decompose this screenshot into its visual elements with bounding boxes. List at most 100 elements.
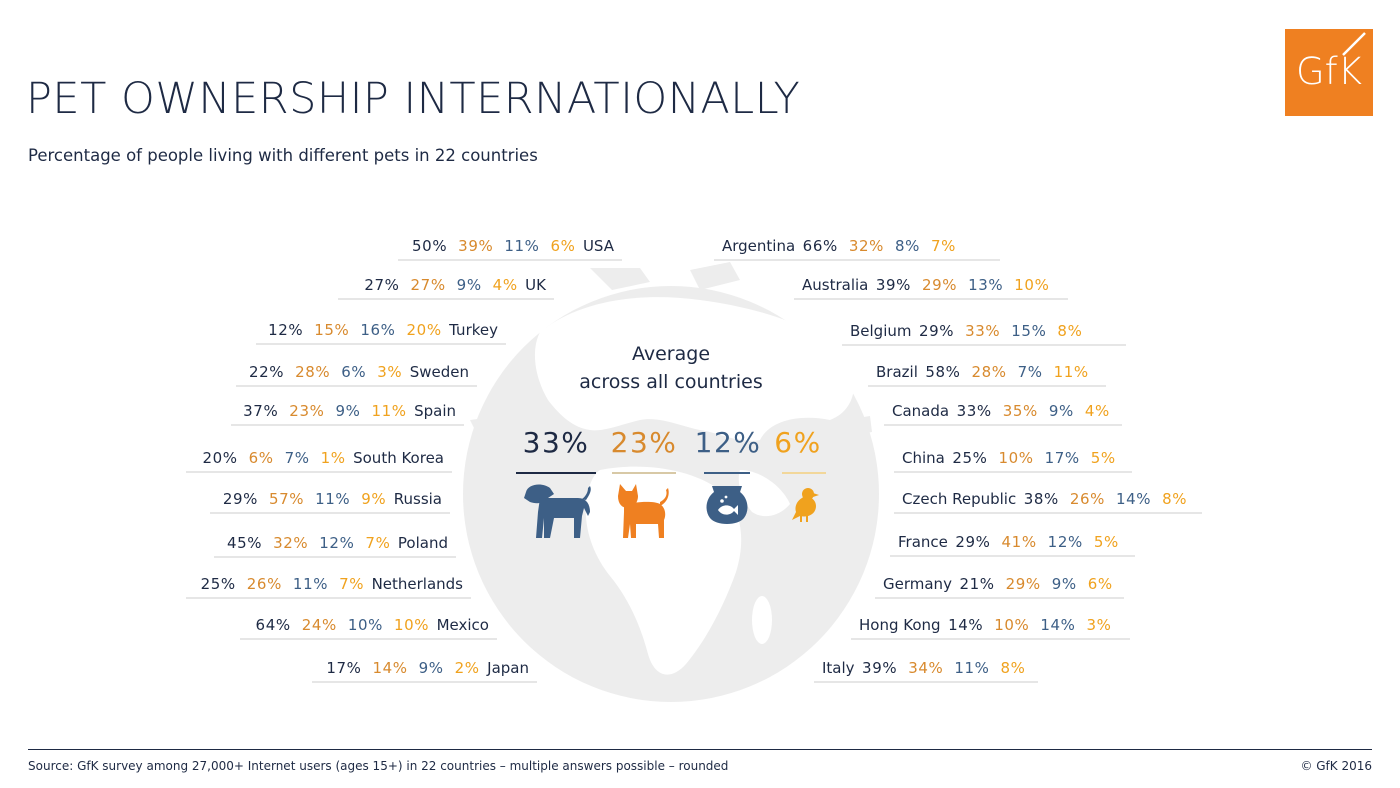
value-cats: 26% xyxy=(1069,490,1105,508)
country-row-left-4: 37% 23% 9% 11% Spain xyxy=(238,402,456,420)
value-fish: 17% xyxy=(1044,449,1080,467)
row-underline xyxy=(186,597,471,599)
value-dogs: 50% xyxy=(412,237,448,255)
country-row-left-9: 64% 24% 10% 10% Mexico xyxy=(250,616,489,634)
value-cats: 33% xyxy=(965,322,1001,340)
value-birds: 7% xyxy=(339,575,365,593)
country-name: UK xyxy=(525,276,546,294)
country-name: South Korea xyxy=(353,449,444,467)
value-cats: 15% xyxy=(314,321,350,339)
country-row-right-7: France 29% 41% 12% 5% xyxy=(898,533,1124,551)
cat-icon xyxy=(618,484,669,538)
value-birds: 9% xyxy=(361,490,387,508)
value-fish: 12% xyxy=(319,534,355,552)
value-fish: 7% xyxy=(284,449,310,467)
value-birds: 8% xyxy=(1162,490,1188,508)
row-underline xyxy=(236,385,477,387)
value-fish: 15% xyxy=(1011,322,1047,340)
row-underline xyxy=(842,344,1126,346)
row-underline xyxy=(868,385,1106,387)
value-birds: 4% xyxy=(1084,402,1110,420)
value-birds: 6% xyxy=(550,237,576,255)
footer-divider xyxy=(28,749,1372,750)
value-cats: 26% xyxy=(246,575,282,593)
country-row-right-6: Czech Republic 38% 26% 14% 8% xyxy=(902,490,1193,508)
source-note: Source: GfK survey among 27,000+ Interne… xyxy=(28,759,729,773)
value-dogs: 12% xyxy=(268,321,304,339)
average-dogs-value: 33% xyxy=(522,426,590,459)
value-dogs: 33% xyxy=(956,402,992,420)
value-dogs: 39% xyxy=(875,276,911,294)
row-underline xyxy=(186,471,452,473)
country-row-right-3: Brazil 58% 28% 7% 11% xyxy=(876,363,1094,381)
value-birds: 6% xyxy=(1087,575,1113,593)
country-row-right-1: Australia 39% 29% 13% 10% xyxy=(802,276,1055,294)
value-fish: 9% xyxy=(1051,575,1077,593)
logo-text: GfK xyxy=(1296,50,1362,93)
country-name: France xyxy=(898,533,948,551)
country-row-right-0: Argentina 66% 32% 8% 7% xyxy=(722,237,961,255)
average-dogs-rule xyxy=(516,472,596,474)
value-dogs: 27% xyxy=(364,276,400,294)
value-dogs: 25% xyxy=(952,449,988,467)
value-fish: 13% xyxy=(968,276,1004,294)
country-row-right-8: Germany 21% 29% 9% 6% xyxy=(883,575,1118,593)
country-name: Belgium xyxy=(850,322,912,340)
row-underline xyxy=(714,259,1000,261)
country-row-left-10: 17% 14% 9% 2% Japan xyxy=(321,659,529,677)
row-underline xyxy=(214,556,456,558)
value-birds: 4% xyxy=(492,276,518,294)
average-cats-rule xyxy=(612,472,676,474)
country-row-left-5: 20% 6% 7% 1% South Korea xyxy=(197,449,444,467)
value-birds: 3% xyxy=(1086,616,1112,634)
value-fish: 16% xyxy=(360,321,396,339)
country-name: Australia xyxy=(802,276,869,294)
country-row-right-5: China 25% 10% 17% 5% xyxy=(902,449,1121,467)
value-birds: 5% xyxy=(1093,533,1119,551)
country-name: Argentina xyxy=(722,237,796,255)
value-cats: 29% xyxy=(1005,575,1041,593)
country-name: Hong Kong xyxy=(859,616,941,634)
value-cats: 10% xyxy=(994,616,1030,634)
country-name: Italy xyxy=(822,659,855,677)
value-birds: 5% xyxy=(1090,449,1116,467)
row-underline xyxy=(240,638,497,640)
row-underline xyxy=(894,471,1132,473)
value-cats: 6% xyxy=(248,449,274,467)
fishbowl-icon xyxy=(706,486,748,524)
value-birds: 7% xyxy=(365,534,391,552)
chart-subtitle: Percentage of people living with differe… xyxy=(28,146,538,165)
row-underline xyxy=(814,681,1038,683)
value-cats: 57% xyxy=(268,490,305,508)
value-cats: 41% xyxy=(1001,533,1037,551)
value-cats: 27% xyxy=(410,276,446,294)
country-name: Poland xyxy=(397,534,448,552)
value-fish: 11% xyxy=(954,659,990,677)
value-cats: 23% xyxy=(289,402,325,420)
value-birds: 7% xyxy=(930,237,956,255)
country-name: Canada xyxy=(892,402,950,420)
value-birds: 2% xyxy=(454,659,480,677)
value-dogs: 17% xyxy=(326,659,362,677)
row-underline xyxy=(884,424,1122,426)
value-fish: 7% xyxy=(1017,363,1043,381)
country-name: USA xyxy=(582,237,614,255)
country-row-left-6: 29% 57% 11% 9% Russia xyxy=(217,490,442,508)
country-name: Japan xyxy=(487,659,529,677)
value-birds: 11% xyxy=(371,402,407,420)
row-underline xyxy=(256,343,506,345)
bird-icon xyxy=(792,488,819,522)
country-name: China xyxy=(902,449,945,467)
value-cats: 28% xyxy=(971,363,1007,381)
value-cats: 14% xyxy=(372,659,408,677)
gfk-logo: GfK xyxy=(1285,29,1373,116)
average-birds-value: 6% xyxy=(774,426,822,459)
value-fish: 11% xyxy=(504,237,540,255)
value-dogs: 39% xyxy=(862,659,898,677)
value-birds: 11% xyxy=(1053,363,1089,381)
value-birds: 10% xyxy=(393,616,430,634)
value-fish: 11% xyxy=(315,490,351,508)
value-dogs: 29% xyxy=(919,322,955,340)
country-name: Russia xyxy=(393,490,442,508)
row-underline xyxy=(231,424,464,426)
